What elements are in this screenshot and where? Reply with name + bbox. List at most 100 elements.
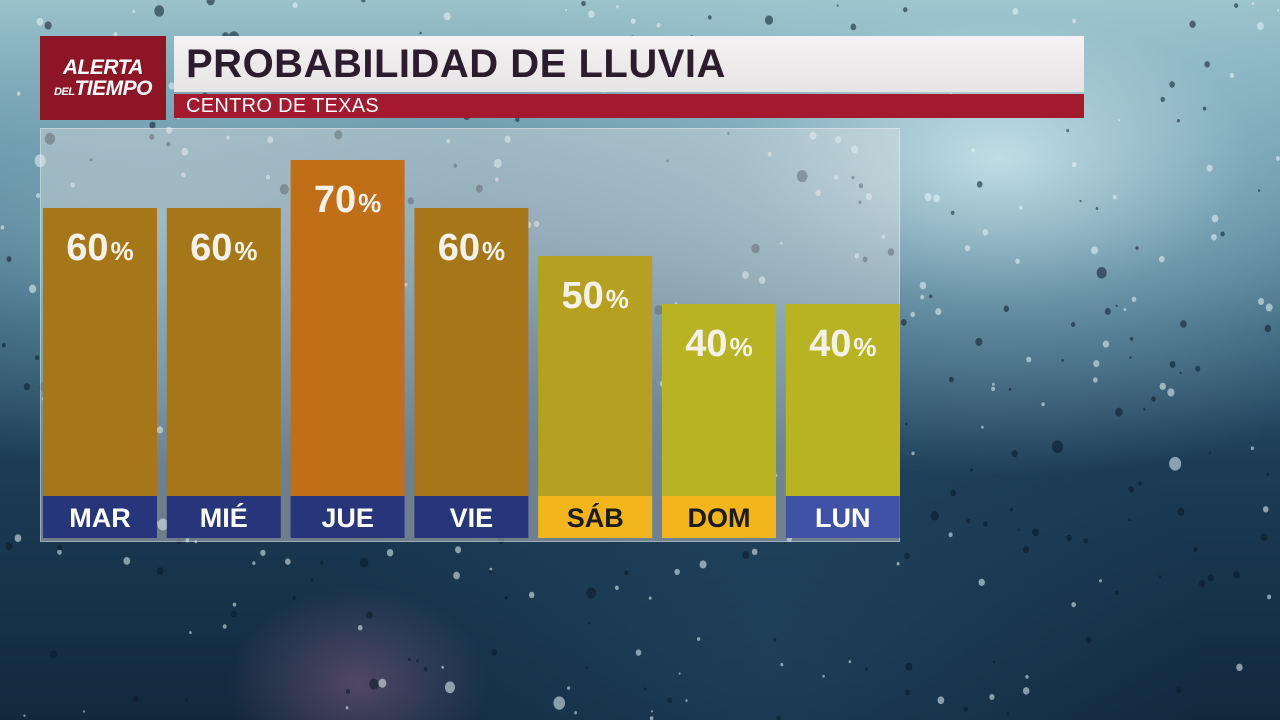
- raindrop: [419, 31, 422, 35]
- bar-1: [43, 208, 157, 496]
- raindrop: [1179, 371, 1182, 375]
- raindrop: [488, 569, 493, 574]
- raindrop: [132, 9, 136, 14]
- raindrop: [635, 649, 642, 656]
- raindrop: [950, 210, 955, 215]
- raindrop: [963, 706, 969, 712]
- raindrop: [1208, 451, 1211, 455]
- raindrop: [1011, 450, 1018, 458]
- raindrop: [1066, 534, 1072, 542]
- raindrop: [267, 136, 274, 144]
- data-label-unit: %: [482, 236, 505, 266]
- raindrop: [168, 82, 175, 90]
- raindrop: [565, 8, 568, 12]
- logo-line2-small: DEL: [53, 86, 75, 98]
- raindrop: [650, 710, 654, 713]
- raindrop: [851, 175, 855, 180]
- raindrop: [455, 546, 462, 554]
- raindrop: [1022, 546, 1030, 554]
- raindrop: [862, 256, 868, 263]
- raindrop: [1095, 206, 1099, 210]
- raindrop: [1099, 579, 1102, 583]
- raindrop: [36, 17, 44, 26]
- raindrop: [1177, 507, 1185, 516]
- data-label: 60%: [66, 227, 133, 269]
- data-label-unit: %: [853, 332, 876, 362]
- raindrop: [149, 133, 155, 140]
- raindrop: [966, 518, 971, 524]
- raindrop: [742, 271, 749, 279]
- raindrop: [836, 4, 839, 7]
- raindrop: [176, 538, 182, 545]
- raindrop: [1158, 255, 1165, 263]
- day-label-box: [43, 496, 157, 538]
- raindrop: [992, 382, 995, 386]
- logo-line2-main: TIEMPO: [74, 77, 152, 100]
- raindrop: [89, 158, 93, 162]
- raindrop: [742, 551, 750, 560]
- raindrop: [648, 596, 652, 600]
- raindrop: [588, 10, 595, 18]
- raindrop: [1195, 365, 1201, 372]
- raindrop: [780, 241, 783, 245]
- raindrop: [1199, 580, 1206, 587]
- raindrop: [194, 540, 198, 544]
- raindrop: [189, 631, 192, 635]
- raindrop: [1236, 663, 1243, 672]
- raindrop: [361, 0, 366, 3]
- raindrop: [1118, 119, 1121, 122]
- data-label-unit: %: [606, 284, 629, 314]
- raindrop: [833, 174, 839, 180]
- raindrop: [1175, 686, 1182, 694]
- raindrop: [674, 568, 680, 576]
- raindrop: [1233, 571, 1240, 579]
- raindrop: [751, 548, 758, 556]
- day-label-box: [290, 496, 405, 538]
- raindrop: [697, 637, 701, 641]
- raindrop: [44, 21, 52, 30]
- raindrop: [905, 422, 908, 426]
- raindrop: [1017, 528, 1020, 531]
- raindrop: [156, 567, 164, 575]
- data-label-value: 50: [561, 275, 603, 317]
- bar-3: [290, 160, 405, 496]
- raindrop: [615, 5, 619, 9]
- raindrop: [285, 558, 291, 565]
- x-tick-label: LUN: [815, 503, 871, 533]
- raindrop: [16, 91, 21, 96]
- raindrop: [835, 136, 842, 144]
- day-label-box: [538, 496, 653, 538]
- raindrop: [1229, 72, 1235, 79]
- raindrop: [320, 560, 324, 565]
- raindrop: [14, 534, 22, 543]
- raindrop: [1123, 308, 1127, 312]
- raindrop: [181, 172, 186, 178]
- raindrop: [975, 337, 983, 346]
- raindrop: [911, 451, 915, 456]
- raindrop: [1159, 382, 1166, 391]
- raindrop: [1032, 528, 1039, 537]
- data-label-unit: %: [358, 188, 381, 218]
- raindrop: [28, 284, 37, 294]
- raindrop: [1257, 189, 1261, 192]
- raindrop: [1233, 3, 1239, 8]
- raindrop: [929, 294, 933, 299]
- raindrop: [920, 294, 925, 300]
- raindrop: [773, 638, 777, 642]
- raindrop: [630, 18, 636, 24]
- raindrop: [1193, 547, 1198, 552]
- raindrop: [858, 200, 862, 204]
- raindrop: [1102, 340, 1110, 348]
- raindrop: [1143, 407, 1146, 411]
- raindrop: [1104, 308, 1111, 315]
- raindrop: [624, 570, 629, 576]
- raindrop: [1275, 156, 1280, 161]
- raindrop: [1262, 506, 1269, 513]
- raindrop: [1, 343, 6, 348]
- raindrop: [34, 355, 40, 361]
- x-tick-label: SÁB: [567, 502, 624, 533]
- raindrop: [34, 154, 46, 168]
- raindrop: [948, 532, 953, 538]
- raindrop: [1115, 304, 1118, 308]
- raindrop: [1256, 22, 1264, 31]
